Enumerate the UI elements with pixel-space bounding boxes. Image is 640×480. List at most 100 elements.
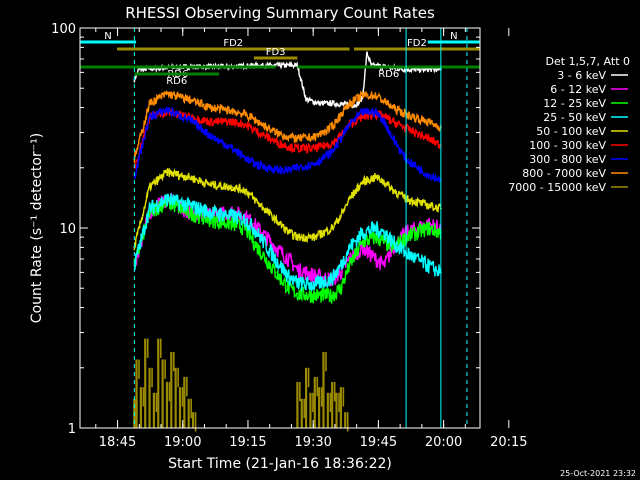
series-line (133, 193, 442, 292)
data-point (133, 176, 136, 178)
data-point (253, 162, 255, 165)
x-tick-label: 20:15 (490, 435, 527, 450)
data-point (279, 64, 281, 67)
data-point (366, 52, 368, 54)
data-point (348, 197, 351, 200)
y-tick-label: 1 (68, 422, 76, 437)
data-point (392, 106, 394, 109)
data-point (361, 94, 364, 97)
data-point (361, 231, 364, 234)
data-point (383, 241, 386, 244)
data-point (361, 111, 364, 113)
data-point (361, 181, 364, 183)
y-axis-label: Count Rate (s⁻¹ detector⁻¹) (29, 133, 45, 323)
annotation-label: N (450, 31, 457, 42)
data-point (313, 294, 316, 297)
data-point (426, 68, 429, 71)
data-point (313, 162, 316, 165)
series-line (133, 89, 442, 164)
data-point (148, 102, 151, 105)
data-point (253, 222, 255, 225)
data-point (296, 282, 299, 285)
data-point (287, 287, 290, 290)
data-point (253, 118, 255, 121)
legend-item: 800 - 7000 keV (522, 167, 628, 180)
legend-label: 25 - 50 keV (543, 111, 606, 124)
legend-label: 50 - 100 keV (536, 125, 606, 138)
legend-label: 800 - 7000 keV (522, 167, 606, 180)
annotation-fd3: FD3 (253, 47, 298, 60)
data-point (374, 94, 377, 97)
data-point (392, 189, 394, 191)
data-point (392, 137, 394, 140)
data-point (374, 227, 377, 229)
data-point (287, 136, 290, 138)
annotation-n: N (427, 31, 480, 44)
legend-item: 7000 - 15000 keV (508, 181, 628, 194)
data-point (383, 100, 386, 103)
data-point (331, 126, 334, 128)
data-point (166, 171, 168, 174)
data-point (339, 264, 342, 267)
data-point (426, 227, 429, 229)
data-point (244, 227, 247, 229)
data-point (296, 137, 299, 140)
data-point (187, 118, 190, 121)
data-point (244, 156, 247, 159)
data-point (374, 236, 377, 239)
data-point (313, 136, 316, 138)
legend-item: 3 - 6 keV (557, 69, 628, 82)
data-point (187, 176, 190, 178)
data-point (348, 264, 351, 267)
data-point (296, 292, 299, 295)
data-layer (133, 51, 442, 432)
x-tick-label: 19:30 (294, 435, 331, 450)
data-point (331, 142, 334, 145)
data-point (209, 211, 212, 214)
data-point (209, 183, 212, 186)
data-point (231, 186, 234, 189)
legend-label: 100 - 300 keV (529, 139, 606, 152)
legend-label: 3 - 6 keV (557, 69, 606, 82)
x-tick-label: 19:15 (229, 435, 266, 450)
data-point (331, 102, 334, 105)
legend-item: 25 - 50 keV (543, 111, 628, 124)
data-point (374, 111, 377, 113)
data-point (339, 137, 342, 140)
data-point (231, 222, 234, 225)
data-point (274, 140, 277, 143)
data-point (166, 108, 168, 111)
y-tick-label: 10 (59, 222, 76, 237)
data-point (274, 131, 277, 134)
data-point (253, 227, 255, 229)
data-point (318, 102, 321, 105)
data-point (392, 120, 394, 123)
data-point (209, 134, 212, 137)
data-point (187, 211, 190, 214)
data-point (353, 104, 355, 107)
data-point (296, 166, 299, 169)
data-point (426, 204, 429, 207)
data-point (287, 145, 290, 148)
data-point (331, 151, 334, 153)
data-point (313, 236, 316, 239)
data-point (287, 231, 290, 234)
data-point (374, 176, 377, 178)
data-point (287, 275, 290, 278)
data-point (361, 241, 364, 244)
data-point (244, 189, 247, 191)
data-point (166, 197, 168, 200)
legend-label: 7000 - 15000 keV (508, 181, 606, 194)
data-point (253, 241, 255, 244)
data-point (244, 218, 247, 221)
data-point (274, 169, 277, 171)
data-point (133, 264, 136, 267)
data-point (148, 115, 151, 118)
legend-item: 6 - 12 keV (550, 83, 628, 96)
series-7000-15000-kev (133, 338, 349, 432)
annotation-label: RD6 (166, 76, 187, 87)
data-point (296, 147, 299, 150)
data-point (331, 294, 334, 297)
data-point (339, 113, 342, 116)
